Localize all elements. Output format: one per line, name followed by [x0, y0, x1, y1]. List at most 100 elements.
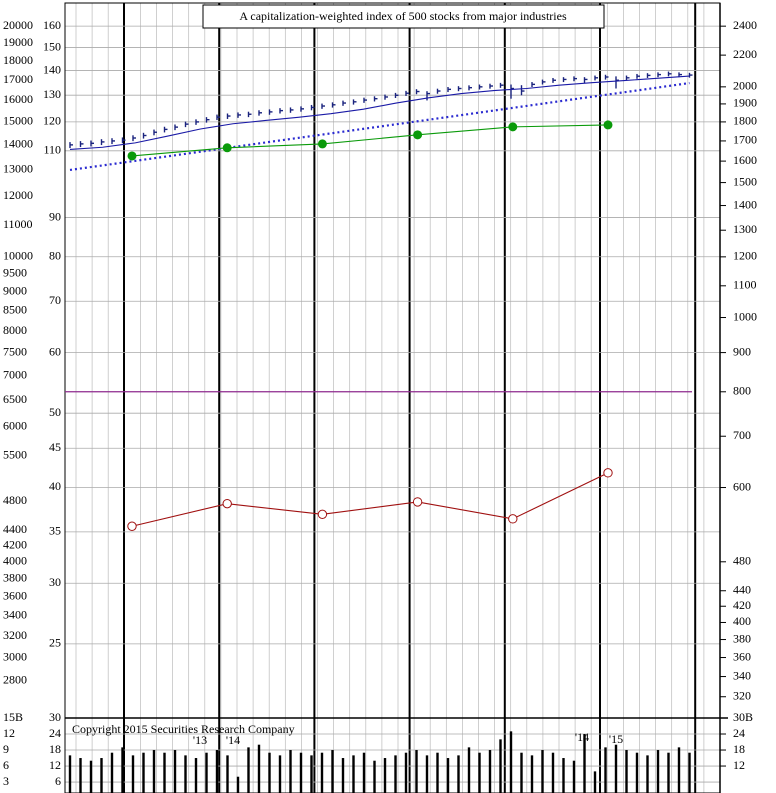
volume-bar [530, 755, 534, 793]
volume-bar [646, 755, 649, 793]
volume-bar [436, 752, 439, 793]
volume-bar [268, 752, 271, 793]
title-box [202, 4, 605, 29]
y3-tick-label: 11000 [3, 217, 33, 231]
y2-tick-label: 1900 [733, 96, 757, 110]
year-label: '15 [609, 732, 623, 746]
volume-bar [415, 750, 418, 793]
y-tick-label: 80 [49, 249, 61, 263]
y2-tick-label: 24 [733, 726, 745, 740]
volume-bar [205, 752, 208, 793]
y3-tick-label: 4800 [3, 493, 27, 507]
volume-bar [310, 755, 313, 793]
volume-bar [677, 747, 681, 793]
y3-tick-label: 15B [3, 710, 23, 724]
y2-tick-label: 420 [733, 598, 751, 612]
series-line [131, 472, 609, 527]
series-circle [603, 468, 613, 478]
y3-tick-label: 8000 [3, 323, 27, 337]
volume-bar [509, 731, 513, 793]
y2-tick-label: 1000 [733, 309, 757, 323]
y3-tick-label: 7500 [3, 344, 27, 358]
y-tick-label: 70 [49, 293, 61, 307]
volume-bar [457, 755, 460, 793]
y2-tick-label: 360 [733, 649, 751, 663]
y3-tick-label: 6 [3, 758, 9, 772]
y3-tick-label: 3 [3, 774, 9, 788]
y-tick-label: 90 [49, 209, 61, 223]
volume-bar [404, 752, 408, 793]
y-tick-label: 45 [49, 440, 61, 454]
series-dot [413, 130, 423, 140]
series-circle [508, 514, 518, 524]
y-tick-label: 6 [55, 774, 61, 788]
y2-tick-label: 1300 [733, 222, 757, 236]
y3-tick-label: 6000 [3, 419, 27, 433]
volume-bar [425, 755, 429, 793]
y2-tick-label: 1800 [733, 114, 757, 128]
y-tick-label: 150 [43, 39, 61, 53]
volume-bar [68, 755, 72, 793]
volume-bar [488, 750, 492, 793]
volume-bar [257, 744, 261, 793]
volume-bar [163, 752, 166, 793]
y-tick-label: 30 [49, 575, 61, 589]
volume-bar [541, 750, 544, 793]
y3-tick-label: 4400 [3, 522, 27, 536]
y-tick-label: 30 [49, 710, 61, 724]
y3-tick-label: 12 [3, 726, 15, 740]
volume-bar [572, 760, 576, 793]
volume-bar [625, 750, 628, 793]
year-label: '14 [575, 730, 589, 744]
volume-bar [341, 758, 345, 793]
y3-tick-label: 4000 [3, 554, 27, 568]
volume-bar [184, 755, 187, 793]
volume-bar [194, 758, 198, 793]
volume-bar [215, 750, 219, 793]
series-line [69, 75, 690, 151]
y3-tick-label: 4200 [3, 537, 27, 551]
volume-bar [236, 776, 240, 793]
volume-bar [656, 750, 660, 793]
year-label: '13 [193, 733, 207, 747]
year-label: '14 [226, 733, 240, 747]
volume-bar [583, 734, 586, 793]
y2-tick-label: 900 [733, 344, 751, 358]
y3-tick-label: 8500 [3, 303, 27, 317]
volume-bar [89, 760, 93, 793]
volume-bar [110, 752, 114, 793]
volume-bar [299, 752, 303, 793]
series-circle [127, 521, 137, 531]
y-tick-label: 24 [49, 726, 61, 740]
volume-bar [394, 755, 397, 793]
y2-tick-label: 2000 [733, 79, 757, 93]
volume-bar [635, 752, 639, 793]
y2-tick-label: 12 [733, 758, 745, 772]
y2-tick-label: 30B [733, 710, 753, 724]
y2-tick-label: 1400 [733, 197, 757, 211]
y-tick-label: 60 [49, 344, 61, 358]
y3-tick-label: 2800 [3, 672, 27, 686]
y3-tick-label: 14000 [3, 137, 33, 151]
y3-tick-label: 6500 [3, 392, 27, 406]
volume-bar [383, 758, 387, 793]
series-circle [222, 498, 232, 509]
volume-bar [278, 755, 282, 793]
y2-tick-label: 340 [733, 668, 751, 682]
y3-tick-label: 13000 [3, 161, 33, 175]
y2-tick-label: 600 [733, 479, 751, 493]
volume-bar [226, 755, 229, 793]
y2-tick-label: 400 [733, 614, 751, 628]
series-dot [603, 120, 613, 130]
y-tick-label: 35 [49, 524, 61, 538]
y3-tick-label: 20000 [3, 18, 33, 32]
y3-tick-label: 18000 [3, 53, 33, 67]
volume-bar [593, 771, 597, 793]
series-line [69, 81, 690, 172]
series-dot [317, 139, 327, 149]
y-tick-label: 110 [43, 143, 61, 157]
volume-bar [121, 747, 124, 793]
y3-tick-label: 3400 [3, 608, 27, 622]
volume-bar [520, 752, 523, 793]
